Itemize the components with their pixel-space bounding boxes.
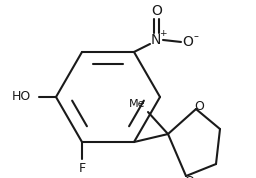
Text: O: O (184, 175, 194, 178)
Text: O: O (183, 35, 194, 49)
Text: N: N (151, 33, 161, 47)
Text: F: F (78, 161, 86, 175)
Text: HO: HO (12, 90, 31, 103)
Text: –: – (194, 31, 198, 41)
Text: O: O (194, 100, 204, 112)
Text: O: O (151, 4, 162, 18)
Text: Me: Me (129, 99, 145, 109)
Text: +: + (159, 30, 167, 38)
